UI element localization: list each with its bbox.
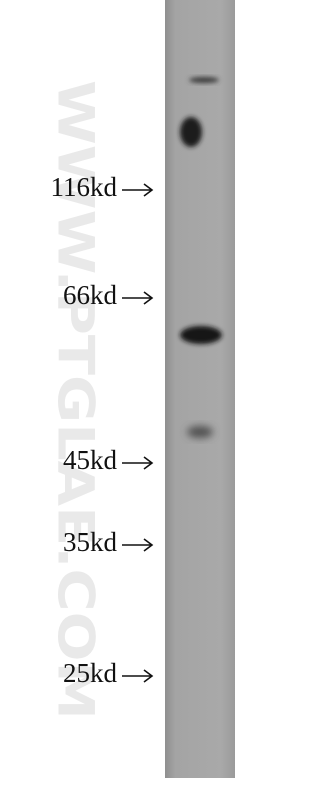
marker: 25kd [63,658,154,688]
page: {"markers": ["116kd", "66kd", "45kd", "3… [46,0,235,778]
marker: 116kd [51,172,154,202]
marker-label: 35kd [63,527,118,557]
band [180,117,202,147]
arrow [122,183,154,197]
arrow [122,538,154,552]
arrow [122,291,154,305]
marker-label: 116kd [51,172,118,202]
marker: 35kd [63,527,154,557]
band [189,77,219,83]
arrow [122,456,154,470]
band [187,426,213,438]
marker-label: 45kd [63,445,118,475]
marker: 45kd [63,445,154,475]
marker-label: 66kd [63,280,118,310]
watermark: WWW.PTGLAE.COM [47,80,105,720]
marker: 66kd [63,280,154,310]
western-blot-figure: WWW.PTGLAE.COM 116kd 66kd 45kd 35kd 25kd [47,0,235,778]
marker-label: 25kd [63,658,118,688]
blot-lane [165,0,235,778]
band [180,326,222,344]
arrow [122,669,154,683]
